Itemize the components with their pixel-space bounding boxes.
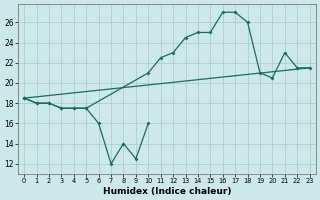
X-axis label: Humidex (Indice chaleur): Humidex (Indice chaleur) — [103, 187, 231, 196]
